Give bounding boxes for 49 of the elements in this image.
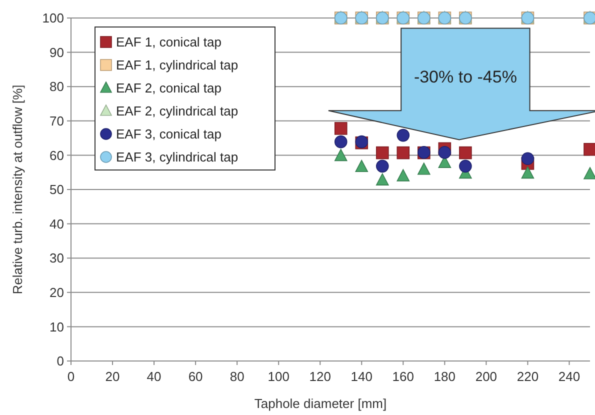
- point: [459, 160, 472, 173]
- point: [334, 122, 348, 135]
- x-tick-label: 140: [350, 369, 372, 384]
- x-tick-label: 40: [146, 369, 162, 384]
- y-tick-label: 100: [42, 10, 64, 26]
- y-tick-label: 60: [50, 148, 64, 163]
- point: [376, 146, 389, 160]
- point: [521, 166, 534, 179]
- x-tick-label: 240: [558, 369, 580, 384]
- y-tick-label: 50: [50, 182, 64, 198]
- y-tick-label: 30: [50, 250, 64, 266]
- x-tick-label: 180: [434, 369, 456, 384]
- point: [418, 162, 430, 175]
- point: [334, 135, 348, 148]
- y-tick-label: 80: [50, 79, 64, 94]
- point: [438, 146, 452, 159]
- point: [376, 160, 389, 173]
- legend-label: EAF 1, conical tap: [116, 34, 222, 50]
- x-tick-label: 20: [105, 369, 120, 384]
- point: [376, 173, 389, 186]
- x-tick-label: 220: [516, 369, 539, 384]
- point: [396, 128, 410, 142]
- x-tick-label: 100: [268, 369, 290, 384]
- y-tick-label: 0: [56, 354, 64, 369]
- x-tick-label: 120: [309, 369, 331, 384]
- x-tick-label: 200: [475, 369, 498, 384]
- y-tick-label: 70: [50, 113, 64, 128]
- x-tick-label: 0: [67, 369, 75, 384]
- point: [396, 146, 410, 160]
- legend-label: EAF 2, conical tap: [116, 80, 222, 96]
- annotation: -30% to -45%: [414, 67, 517, 86]
- point: [334, 148, 348, 162]
- point: [521, 152, 534, 166]
- y-axis-title: Relative turb. intensity at outflow [%]: [10, 84, 25, 294]
- legend-label: EAF 3, cylindrical tap: [116, 150, 238, 165]
- legend-label: EAF 3, conical tap: [116, 126, 222, 142]
- y-tick-label: 20: [50, 284, 64, 300]
- legend-label: EAF 1, cylindrical tap: [116, 58, 238, 73]
- point: [355, 160, 368, 172]
- x-tick-label: 80: [230, 369, 244, 384]
- x-tick-label: 60: [188, 369, 203, 384]
- y-tick-label: 90: [50, 44, 64, 60]
- y-tick-label: 10: [50, 319, 64, 334]
- point: [459, 146, 472, 160]
- point: [396, 169, 410, 182]
- y-tick-label: 40: [50, 216, 64, 232]
- legend-label: EAF 2, cylindrical tap: [116, 104, 238, 119]
- x-tick-label: 160: [392, 369, 414, 384]
- x-axis-title: Taphole diameter [mm]: [254, 396, 387, 411]
